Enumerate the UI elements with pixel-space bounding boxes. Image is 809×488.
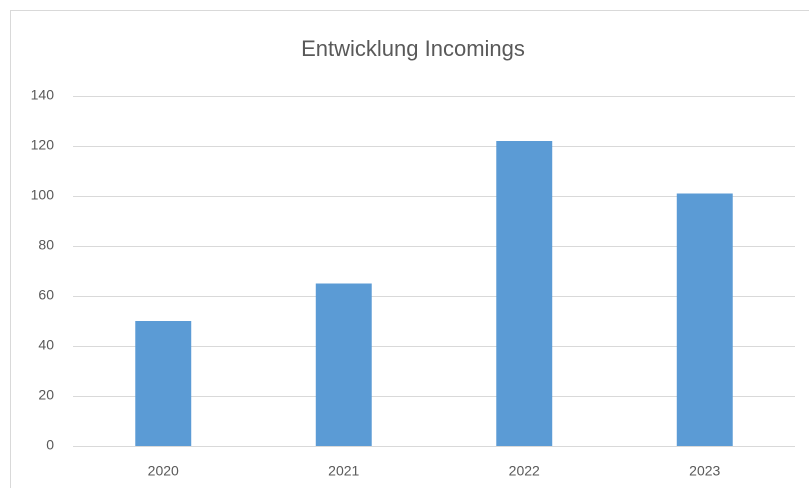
y-tick-label: 40: [38, 337, 54, 353]
bar: [315, 283, 372, 446]
y-tick-label: 60: [38, 287, 54, 303]
y-tick-label: 0: [46, 437, 54, 453]
y-tick-label: 120: [31, 137, 55, 153]
x-tick-label: 2023: [689, 463, 720, 479]
y-tick-label: 20: [38, 387, 54, 403]
bar: [135, 321, 192, 446]
x-tick-label: 2022: [509, 463, 540, 479]
x-tick-label: 2020: [148, 463, 179, 479]
bar: [676, 193, 733, 446]
y-tick-label: 80: [38, 237, 54, 253]
chart-title: Entwicklung Incomings: [301, 36, 525, 61]
y-tick-label: 100: [31, 187, 55, 203]
y-tick-label: 140: [31, 87, 55, 103]
x-tick-label: 2021: [328, 463, 359, 479]
bar: [496, 141, 553, 446]
